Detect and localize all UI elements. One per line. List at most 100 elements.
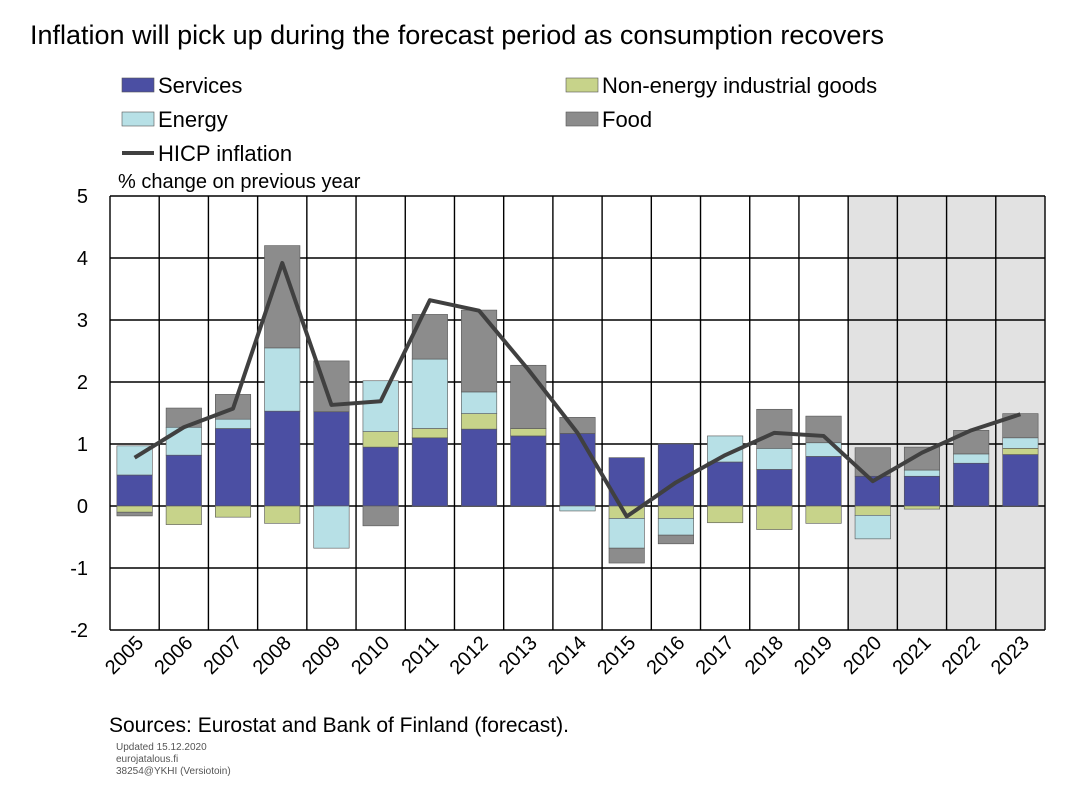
bar-food-2010 xyxy=(362,505,399,527)
code-note: 38254@YKHI (Versiotoin) xyxy=(116,766,231,777)
bar-non-energy-industrial-goods-2012 xyxy=(461,413,498,430)
bar-non-energy-industrial-goods-2019 xyxy=(805,505,842,524)
hicp-inflation-line xyxy=(133,260,1022,519)
bar-services-2019 xyxy=(805,456,842,507)
bar-energy-2022 xyxy=(953,453,990,464)
y-tick-label: -2 xyxy=(70,620,88,642)
bar-energy-2012 xyxy=(461,391,498,414)
y-tick-label: 2 xyxy=(77,372,88,394)
legend-label-food: Food xyxy=(602,107,652,132)
x-tick-label: 2009 xyxy=(298,632,345,679)
x-tick-label: 2005 xyxy=(101,632,148,679)
x-tick-label: 2015 xyxy=(593,632,640,679)
bar-non-energy-industrial-goods-2008 xyxy=(264,505,301,524)
x-tick-label: 2012 xyxy=(446,632,493,679)
legend-label-energy: Energy xyxy=(158,107,228,132)
bar-services-2017 xyxy=(707,461,744,507)
site-note: eurojatalous.fi xyxy=(116,754,179,765)
bar-non-energy-industrial-goods-2017 xyxy=(707,505,744,524)
bar-non-energy-industrial-goods-2021 xyxy=(903,505,940,510)
bar-energy-2023 xyxy=(1002,437,1039,449)
x-tick-label: 2016 xyxy=(642,632,689,679)
x-tick-label: 2013 xyxy=(495,632,542,679)
bar-energy-2011 xyxy=(411,358,448,429)
sources-note: Sources: Eurostat and Bank of Finland (f… xyxy=(109,714,569,737)
bar-non-energy-industrial-goods-2018 xyxy=(756,505,793,530)
chart-title: Inflation will pick up during the foreca… xyxy=(30,20,884,50)
legend-swatch-food xyxy=(565,111,599,127)
bar-energy-2007 xyxy=(215,418,252,429)
legend-swatch-non-energy-industrial-goods xyxy=(565,77,599,93)
bar-energy-2021 xyxy=(903,469,940,477)
bar-services-2014 xyxy=(559,433,596,507)
bar-services-2009 xyxy=(313,411,350,507)
bar-services-2010 xyxy=(362,446,399,507)
bar-non-energy-industrial-goods-2020 xyxy=(854,505,891,516)
x-tick-label: 2023 xyxy=(987,632,1034,679)
bar-energy-2016 xyxy=(657,518,694,536)
x-tick-label: 2019 xyxy=(790,632,837,679)
bar-food-2013 xyxy=(510,364,547,429)
bar-food-2016 xyxy=(657,534,694,545)
bar-energy-2015 xyxy=(608,518,645,549)
x-tick-label: 2014 xyxy=(544,632,591,679)
y-tick-label: 3 xyxy=(77,310,88,332)
bar-non-energy-industrial-goods-2005 xyxy=(116,505,153,513)
y-tick-label: 4 xyxy=(77,248,88,270)
x-tick-label: 2017 xyxy=(692,632,739,679)
bar-services-2022 xyxy=(953,462,990,507)
bar-energy-2014 xyxy=(559,505,596,512)
bar-services-2006 xyxy=(165,454,202,507)
bar-food-2012 xyxy=(461,309,498,393)
updated-note: Updated 15.12.2020 xyxy=(116,742,207,753)
bar-energy-2018 xyxy=(756,448,793,470)
legend-swatch-energy xyxy=(121,111,155,127)
y-tick-label: 5 xyxy=(77,186,88,208)
bar-services-2012 xyxy=(461,428,498,507)
bar-non-energy-industrial-goods-2007 xyxy=(215,505,252,518)
bar-non-energy-industrial-goods-2023 xyxy=(1002,448,1039,455)
bar-energy-2008 xyxy=(264,347,301,412)
y-tick-label: 0 xyxy=(77,496,88,518)
y-tick-label: -1 xyxy=(70,558,88,580)
bar-energy-2006 xyxy=(165,426,202,456)
x-tick-label: 2010 xyxy=(347,632,394,679)
bar-food-2015 xyxy=(608,547,645,564)
bar-food-2019 xyxy=(805,415,842,444)
bar-services-2007 xyxy=(215,428,252,507)
bar-non-energy-industrial-goods-2006 xyxy=(165,505,202,525)
legend-label-hicp-inflation: HICP inflation xyxy=(158,141,292,166)
legend-label-services: Services xyxy=(158,73,242,98)
bar-food-2021 xyxy=(903,446,940,471)
y-tick-label: 1 xyxy=(77,434,88,456)
bar-food-2018 xyxy=(756,408,793,449)
bar-services-2018 xyxy=(756,469,793,507)
x-tick-label: 2022 xyxy=(938,632,985,679)
bar-services-2021 xyxy=(903,475,940,507)
legend-swatch-services xyxy=(121,77,155,93)
bar-services-2023 xyxy=(1002,454,1039,507)
x-tick-label: 2007 xyxy=(200,632,247,679)
bar-energy-2020 xyxy=(854,514,891,540)
bar-energy-2010 xyxy=(362,380,399,432)
legend-label-non-energy-industrial-goods: Non-energy industrial goods xyxy=(602,73,877,98)
x-tick-label: 2008 xyxy=(249,632,296,679)
bar-services-2013 xyxy=(510,435,547,507)
x-tick-label: 2021 xyxy=(888,632,935,679)
legend: Services Non-energy industrial goods Energ… xyxy=(121,73,877,166)
bar-non-energy-industrial-goods-2016 xyxy=(657,505,694,519)
bar-non-energy-industrial-goods-2011 xyxy=(411,428,448,439)
bar-services-2008 xyxy=(264,410,301,507)
bar-non-energy-industrial-goods-2013 xyxy=(510,428,547,437)
bar-energy-2009 xyxy=(313,505,350,549)
bar-services-2005 xyxy=(116,474,153,507)
bar-non-energy-industrial-goods-2010 xyxy=(362,431,399,448)
x-tick-label: 2020 xyxy=(839,632,886,679)
y-axis-label: % change on previous year xyxy=(118,171,361,193)
x-tick-label: 2011 xyxy=(397,632,443,678)
x-tick-label: 2018 xyxy=(741,632,788,679)
bar-food-2005 xyxy=(116,511,153,517)
bar-services-2011 xyxy=(411,437,448,507)
